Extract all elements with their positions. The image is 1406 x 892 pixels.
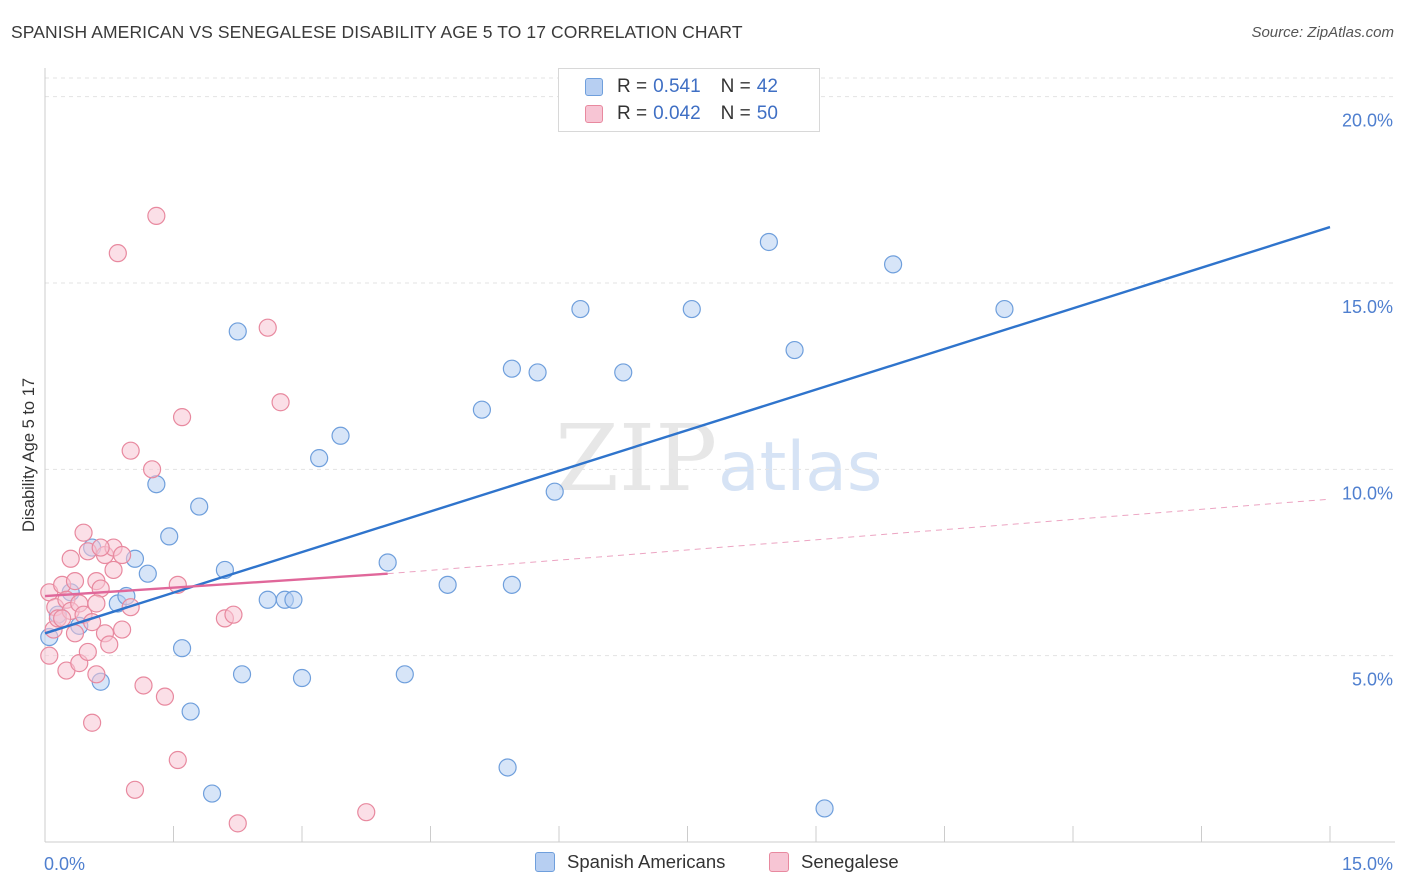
senegalese-point [147, 206, 166, 225]
legend-r-value: 0.042 [653, 103, 701, 124]
y-tick-label: 10.0% [1342, 483, 1393, 503]
legend-item-spanish-americans: Spanish Americans [535, 851, 725, 873]
senegalese-point [91, 579, 110, 598]
legend-row-spanish-americans: R = 0.541 N = 42 [585, 74, 778, 100]
senegalese-point [108, 244, 127, 263]
legend-item-senegalese: Senegalese [769, 851, 899, 873]
spanish-american-point [815, 799, 834, 818]
spanish-american-point [614, 363, 633, 382]
senegalese-point [65, 572, 85, 591]
senegalese-point [125, 780, 145, 799]
spanish-american-point [571, 299, 590, 319]
senegalese-trend-line [44, 572, 388, 598]
spanish-american-point [181, 702, 200, 721]
spanish-american-point [160, 527, 179, 546]
senegalese-trend-extension [387, 498, 1331, 575]
legend-r-label: R = [617, 76, 648, 97]
spanish-american-point [502, 575, 521, 594]
spanish-american-point [395, 665, 414, 684]
senegalese-point [91, 538, 110, 557]
senegalese-point [271, 393, 290, 412]
x-tick-label: 0.0% [44, 854, 85, 874]
senegalese-point [168, 750, 187, 770]
chart-title: SPANISH AMERICAN VS SENEGALESE DISABILIT… [11, 22, 743, 42]
spanish-american-point [528, 363, 547, 382]
legend-r-label: R = [617, 103, 648, 124]
legend-label-spanish-americans: Spanish Americans [567, 851, 726, 872]
spanish-american-point [292, 668, 312, 688]
senegalese-point [78, 642, 97, 662]
senegalese-point [83, 713, 102, 732]
senegalese-point [61, 549, 80, 568]
senegalese-point [40, 646, 59, 665]
watermark-zip: ZIP [555, 405, 717, 512]
y-axis-label: Disability Age 5 to 17 [20, 378, 38, 532]
spanish-american-point [378, 553, 397, 572]
legend-row-senegalese: R = 0.042 N = 50 [585, 101, 778, 127]
spanish-american-point [331, 426, 350, 445]
spanish-american-point [995, 299, 1014, 319]
legend-swatch-pink [769, 852, 789, 872]
senegalese-point [155, 687, 175, 706]
senegalese-point [224, 605, 243, 624]
spanish-american-point [502, 359, 521, 378]
senegalese-point [172, 408, 192, 427]
spanish-american-point [232, 665, 252, 684]
senegalese-point [228, 814, 247, 833]
y-tick-label: 5.0% [1352, 670, 1393, 690]
legend-n-value: 50 [756, 103, 778, 124]
spanish-american-point [202, 784, 222, 803]
legend-swatch-blue [585, 78, 603, 96]
spanish-american-point [498, 758, 517, 777]
spanish-american-point [438, 575, 457, 594]
y-tick-label: 15.0% [1342, 297, 1393, 317]
senegalese-point [112, 620, 132, 639]
legend-swatch-pink [585, 105, 603, 123]
senegalese-point [74, 523, 93, 542]
legend-label-senegalese: Senegalese [801, 851, 899, 872]
spanish-american-point [472, 400, 491, 419]
senegalese-point [65, 624, 85, 643]
senegalese-point [121, 441, 140, 460]
correlation-legend: R = 0.541 N = 42 R = 0.042 N = 50 [558, 68, 820, 132]
senegalese-point [53, 609, 72, 628]
spanish-american-trend-line [44, 225, 1331, 635]
spanish-american-point [310, 449, 329, 468]
spanish-american-point [284, 590, 303, 609]
senegalese-point [87, 594, 106, 613]
spanish-american-point [228, 322, 247, 341]
senegalese-point [112, 545, 132, 565]
spanish-american-point [545, 482, 564, 501]
spanish-american-point [147, 475, 166, 494]
senegalese-point [258, 318, 277, 337]
senegalese-point [100, 635, 119, 654]
legend-n-label: N = [720, 103, 751, 124]
watermark-atlas: atlas [718, 428, 882, 507]
spanish-american-point [172, 639, 192, 658]
senegalese-point [104, 560, 123, 580]
legend-swatch-blue [535, 852, 555, 872]
senegalese-point [142, 460, 162, 479]
series-legend: Spanish Americans Senegalese [0, 851, 1406, 879]
legend-r-value: 0.541 [653, 76, 701, 97]
senegalese-point [357, 803, 376, 822]
spanish-american-point [682, 299, 701, 319]
legend-n-label: N = [720, 76, 751, 97]
spanish-american-point [759, 232, 778, 252]
legend-n-value: 42 [756, 76, 778, 97]
spanish-american-point [138, 564, 157, 583]
source-label: Source: ZipAtlas.com [1251, 24, 1394, 41]
y-tick-label: 20.0% [1342, 111, 1393, 131]
spanish-american-point [190, 497, 209, 516]
spanish-american-point [258, 590, 277, 609]
senegalese-point [87, 665, 106, 684]
spanish-american-point [883, 255, 903, 274]
x-tick-label: 15.0% [1342, 854, 1393, 874]
senegalese-point [134, 676, 153, 695]
spanish-american-point [785, 340, 804, 360]
